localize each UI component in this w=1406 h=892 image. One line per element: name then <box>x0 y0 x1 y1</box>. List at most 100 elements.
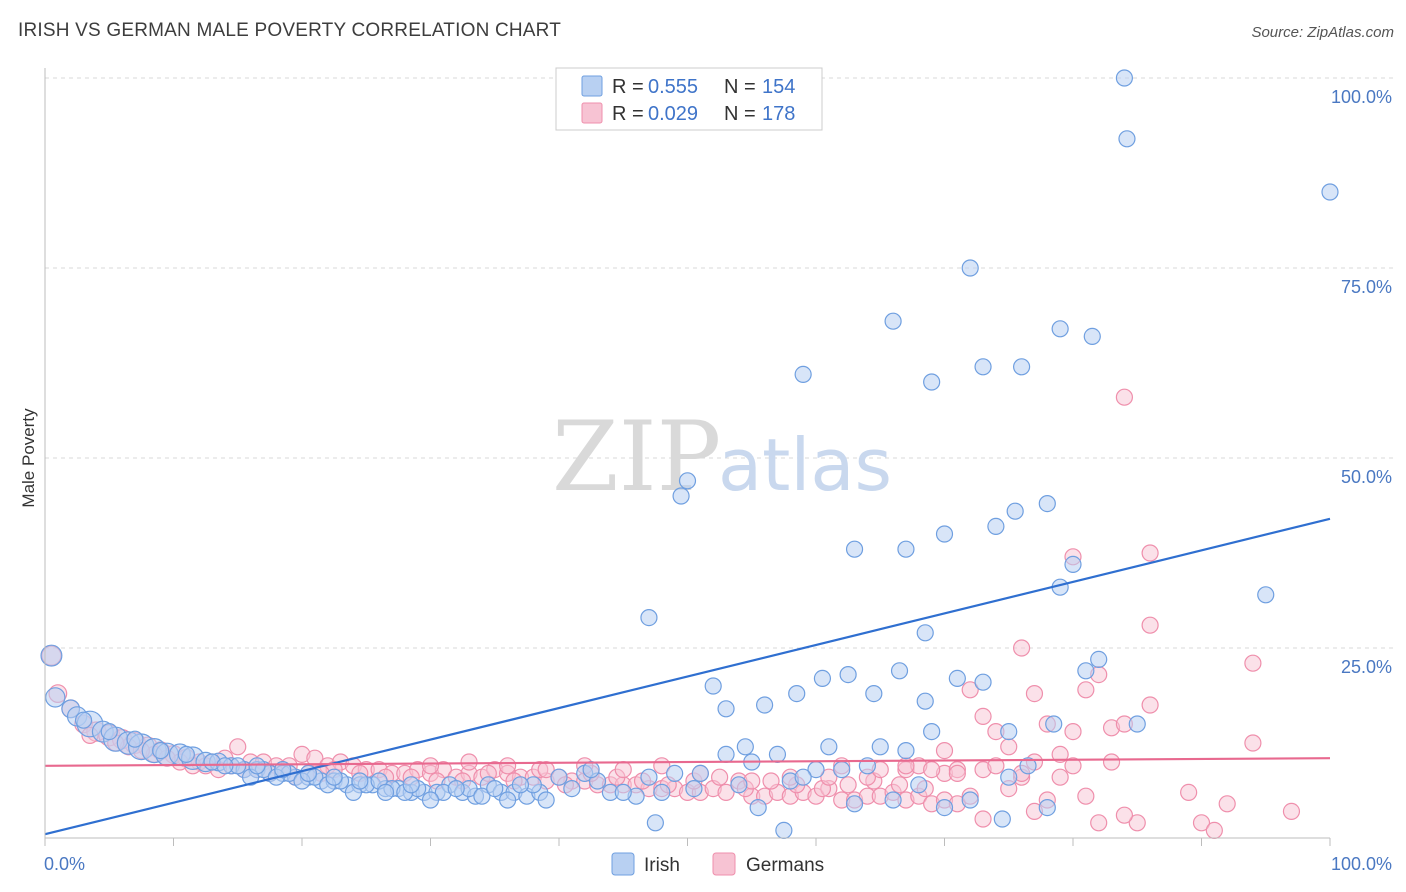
irish-point <box>1019 757 1037 775</box>
germans-point <box>1141 544 1159 562</box>
irish-point <box>646 814 664 832</box>
irish-point <box>376 783 395 802</box>
irish-point <box>948 669 966 688</box>
irish-point <box>248 757 266 775</box>
germans-point <box>1180 783 1198 802</box>
irish-point <box>45 687 66 708</box>
irish-point <box>865 684 883 703</box>
irish-point <box>74 711 93 729</box>
irish-point <box>640 768 658 786</box>
irish-point <box>768 745 787 764</box>
irish-point <box>717 745 735 764</box>
germans-point <box>1282 802 1301 821</box>
germans-point <box>1064 722 1082 741</box>
legend-n-label-irish: N = <box>724 76 756 98</box>
irish-point <box>1090 650 1108 669</box>
legend-swatch-germans <box>581 102 603 124</box>
irish-point <box>974 358 992 376</box>
germans-point <box>948 764 966 783</box>
irish-point <box>916 692 934 710</box>
irish-point <box>447 779 465 798</box>
watermark-zip: ZIP <box>552 401 721 513</box>
irish-point <box>1045 715 1063 733</box>
x-tick-label-min: 0.0% <box>44 854 85 874</box>
bottom-legend-label-germans: Germans <box>746 855 824 876</box>
irish-point <box>1000 768 1018 786</box>
germans-point <box>1102 753 1121 771</box>
irish-point <box>473 787 491 805</box>
irish-point <box>788 684 806 703</box>
germans-point <box>1000 738 1018 756</box>
irish-point <box>563 779 581 798</box>
germans-point <box>537 760 555 779</box>
irish-point <box>916 624 934 642</box>
irish-point <box>890 662 909 680</box>
irish-point <box>704 677 722 695</box>
irish-point <box>1006 502 1024 520</box>
legend-r-label-irish: R = <box>612 76 644 98</box>
irish-point <box>1321 183 1339 201</box>
irish-point <box>910 776 928 794</box>
germans-point <box>1141 696 1159 714</box>
x-tick-label-max: 100.0% <box>1331 854 1392 874</box>
irish-point <box>691 764 709 783</box>
irish-point <box>640 608 658 627</box>
irish-point <box>1012 358 1031 376</box>
germans-point <box>961 681 979 699</box>
germans-point <box>1141 616 1159 634</box>
irish-point <box>993 810 1011 828</box>
irish-point <box>813 669 832 688</box>
germans-point <box>1192 814 1211 832</box>
bottom-legend-swatch-irish <box>611 852 635 876</box>
germans-point <box>1115 388 1134 406</box>
correlation-legend: R = 0.555 N = 154 R = 0.029 N = 178 <box>555 67 823 131</box>
legend-n-value-germans: 178 <box>762 103 795 125</box>
irish-point <box>1128 715 1146 733</box>
irish-point <box>923 722 941 741</box>
germans-point <box>1051 745 1069 764</box>
germans-point <box>499 757 517 775</box>
germans-point <box>1205 821 1223 840</box>
germans-point <box>974 810 992 828</box>
germans-point <box>1090 814 1108 832</box>
germans-point <box>1244 734 1262 752</box>
irish-point <box>1051 320 1069 338</box>
irish-point <box>775 821 793 840</box>
legend-n-label-germans: N = <box>724 103 756 125</box>
germans-point <box>1218 795 1236 813</box>
germans-point <box>987 757 1005 775</box>
legend-r-label-germans: R = <box>612 103 644 125</box>
irish-point <box>351 772 369 790</box>
germans-point <box>1051 768 1069 786</box>
germans-point <box>923 760 941 779</box>
irish-point <box>897 741 915 760</box>
bottom-legend-label-irish: Irish <box>644 855 680 876</box>
germans-point <box>717 783 735 802</box>
irish-point <box>653 783 671 802</box>
irish-point <box>871 738 889 756</box>
y-tick-label-75: 75.0% <box>1341 277 1392 297</box>
irish-point <box>1038 798 1056 817</box>
irish-point <box>40 644 63 667</box>
y-tick-label-50: 50.0% <box>1341 467 1392 487</box>
germans-point <box>1115 806 1134 824</box>
irish-point <box>678 472 697 490</box>
germans-point <box>890 776 909 794</box>
irish-point <box>1077 662 1095 680</box>
germans-point <box>229 738 247 756</box>
irish-point <box>794 365 812 383</box>
germans-trend-line <box>44 757 1331 767</box>
irish-trend-line <box>44 517 1331 836</box>
germans-point <box>1025 684 1044 703</box>
irish-point <box>897 540 915 558</box>
irish-point <box>845 540 864 558</box>
grid-lines <box>45 77 1395 649</box>
irish-point <box>820 738 838 756</box>
irish-point <box>402 776 420 794</box>
legend-r-value-irish: 0.555 <box>648 76 698 98</box>
germans-point <box>1077 787 1095 805</box>
irish-point <box>152 741 170 760</box>
irish-point <box>177 745 195 764</box>
irish-point <box>672 487 690 505</box>
